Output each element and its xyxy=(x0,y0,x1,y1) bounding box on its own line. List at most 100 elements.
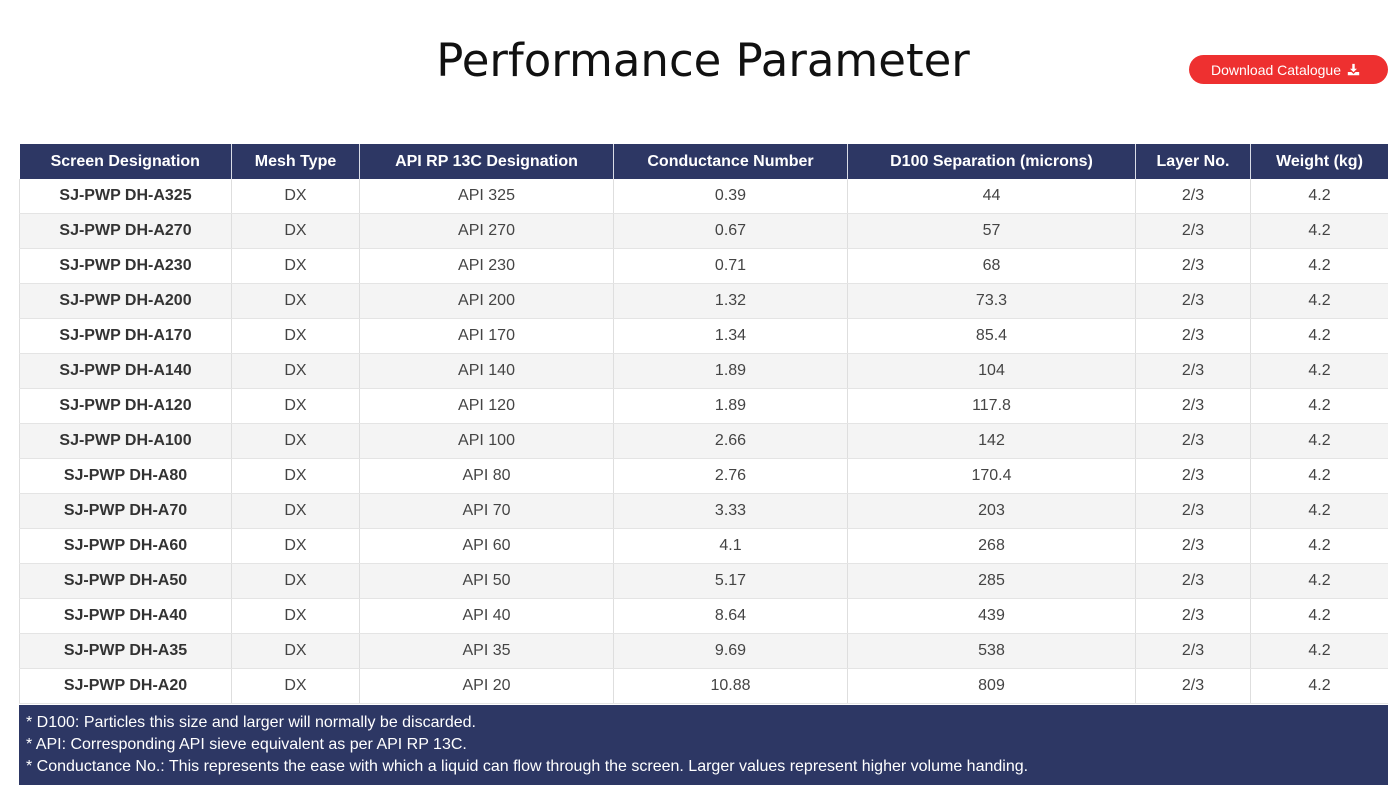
cell-api-designation: API 100 xyxy=(360,424,614,459)
cell-screen-designation: SJ-PWP DH-A40 xyxy=(20,599,232,634)
cell-screen-designation: SJ-PWP DH-A325 xyxy=(20,179,232,214)
cell-api-designation: API 20 xyxy=(360,669,614,704)
column-header-d100-separation: D100 Separation (microns) xyxy=(848,144,1136,179)
cell-conductance-number: 2.76 xyxy=(614,459,848,494)
cell-d100-separation: 170.4 xyxy=(848,459,1136,494)
cell-conductance-number: 0.39 xyxy=(614,179,848,214)
cell-mesh-type: DX xyxy=(232,459,360,494)
cell-d100-separation: 285 xyxy=(848,564,1136,599)
cell-d100-separation: 809 xyxy=(848,669,1136,704)
cell-layer-no: 2/3 xyxy=(1136,494,1251,529)
cell-screen-designation: SJ-PWP DH-A120 xyxy=(20,389,232,424)
notes-panel: * D100: Particles this size and larger w… xyxy=(19,705,1388,785)
cell-d100-separation: 203 xyxy=(848,494,1136,529)
cell-conductance-number: 0.67 xyxy=(614,214,848,249)
cell-mesh-type: DX xyxy=(232,284,360,319)
cell-mesh-type: DX xyxy=(232,494,360,529)
cell-d100-separation: 57 xyxy=(848,214,1136,249)
download-catalogue-button[interactable]: Download Catalogue xyxy=(1189,55,1388,84)
column-header-conductance-number: Conductance Number xyxy=(614,144,848,179)
cell-mesh-type: DX xyxy=(232,669,360,704)
cell-layer-no: 2/3 xyxy=(1136,354,1251,389)
cell-weight: 4.2 xyxy=(1251,284,1388,319)
column-header-layer-no: Layer No. xyxy=(1136,144,1251,179)
cell-api-designation: API 325 xyxy=(360,179,614,214)
cell-screen-designation: SJ-PWP DH-A35 xyxy=(20,634,232,669)
cell-layer-no: 2/3 xyxy=(1136,599,1251,634)
column-header-api-designation: API RP 13C Designation xyxy=(360,144,614,179)
cell-screen-designation: SJ-PWP DH-A50 xyxy=(20,564,232,599)
cell-api-designation: API 40 xyxy=(360,599,614,634)
cell-weight: 4.2 xyxy=(1251,669,1388,704)
cell-weight: 4.2 xyxy=(1251,424,1388,459)
cell-screen-designation: SJ-PWP DH-A140 xyxy=(20,354,232,389)
cell-d100-separation: 538 xyxy=(848,634,1136,669)
cell-layer-no: 2/3 xyxy=(1136,459,1251,494)
cell-conductance-number: 1.89 xyxy=(614,354,848,389)
cell-mesh-type: DX xyxy=(232,319,360,354)
cell-conductance-number: 1.34 xyxy=(614,319,848,354)
cell-mesh-type: DX xyxy=(232,599,360,634)
cell-layer-no: 2/3 xyxy=(1136,284,1251,319)
cell-api-designation: API 60 xyxy=(360,529,614,564)
cell-d100-separation: 44 xyxy=(848,179,1136,214)
cell-api-designation: API 170 xyxy=(360,319,614,354)
cell-screen-designation: SJ-PWP DH-A200 xyxy=(20,284,232,319)
cell-weight: 4.2 xyxy=(1251,459,1388,494)
cell-conductance-number: 10.88 xyxy=(614,669,848,704)
cell-api-designation: API 270 xyxy=(360,214,614,249)
cell-weight: 4.2 xyxy=(1251,249,1388,284)
cell-mesh-type: DX xyxy=(232,529,360,564)
cell-conductance-number: 5.17 xyxy=(614,564,848,599)
note-conductance: * Conductance No.: This represents the e… xyxy=(26,756,1388,778)
cell-screen-designation: SJ-PWP DH-A20 xyxy=(20,669,232,704)
cell-mesh-type: DX xyxy=(232,214,360,249)
cell-layer-no: 2/3 xyxy=(1136,424,1251,459)
cell-weight: 4.2 xyxy=(1251,634,1388,669)
cell-layer-no: 2/3 xyxy=(1136,564,1251,599)
cell-d100-separation: 117.8 xyxy=(848,389,1136,424)
cell-conductance-number: 9.69 xyxy=(614,634,848,669)
cell-conductance-number: 8.64 xyxy=(614,599,848,634)
cell-screen-designation: SJ-PWP DH-A230 xyxy=(20,249,232,284)
cell-mesh-type: DX xyxy=(232,354,360,389)
cell-d100-separation: 268 xyxy=(848,529,1136,564)
download-icon xyxy=(1347,63,1360,76)
cell-api-designation: API 70 xyxy=(360,494,614,529)
column-header-mesh-type: Mesh Type xyxy=(232,144,360,179)
cell-d100-separation: 439 xyxy=(848,599,1136,634)
cell-screen-designation: SJ-PWP DH-A80 xyxy=(20,459,232,494)
cell-weight: 4.2 xyxy=(1251,599,1388,634)
cell-d100-separation: 104 xyxy=(848,354,1136,389)
cell-layer-no: 2/3 xyxy=(1136,389,1251,424)
cell-api-designation: API 230 xyxy=(360,249,614,284)
cell-layer-no: 2/3 xyxy=(1136,249,1251,284)
cell-conductance-number: 1.32 xyxy=(614,284,848,319)
cell-weight: 4.2 xyxy=(1251,529,1388,564)
cell-mesh-type: DX xyxy=(232,634,360,669)
cell-d100-separation: 85.4 xyxy=(848,319,1136,354)
cell-api-designation: API 35 xyxy=(360,634,614,669)
cell-screen-designation: SJ-PWP DH-A60 xyxy=(20,529,232,564)
cell-mesh-type: DX xyxy=(232,389,360,424)
cell-screen-designation: SJ-PWP DH-A270 xyxy=(20,214,232,249)
download-catalogue-label: Download Catalogue xyxy=(1211,62,1341,78)
cell-conductance-number: 1.89 xyxy=(614,389,848,424)
cell-layer-no: 2/3 xyxy=(1136,669,1251,704)
cell-api-designation: API 200 xyxy=(360,284,614,319)
column-header-weight: Weight (kg) xyxy=(1251,144,1388,179)
cell-weight: 4.2 xyxy=(1251,214,1388,249)
cell-mesh-type: DX xyxy=(232,179,360,214)
cell-d100-separation: 142 xyxy=(848,424,1136,459)
cell-weight: 4.2 xyxy=(1251,319,1388,354)
